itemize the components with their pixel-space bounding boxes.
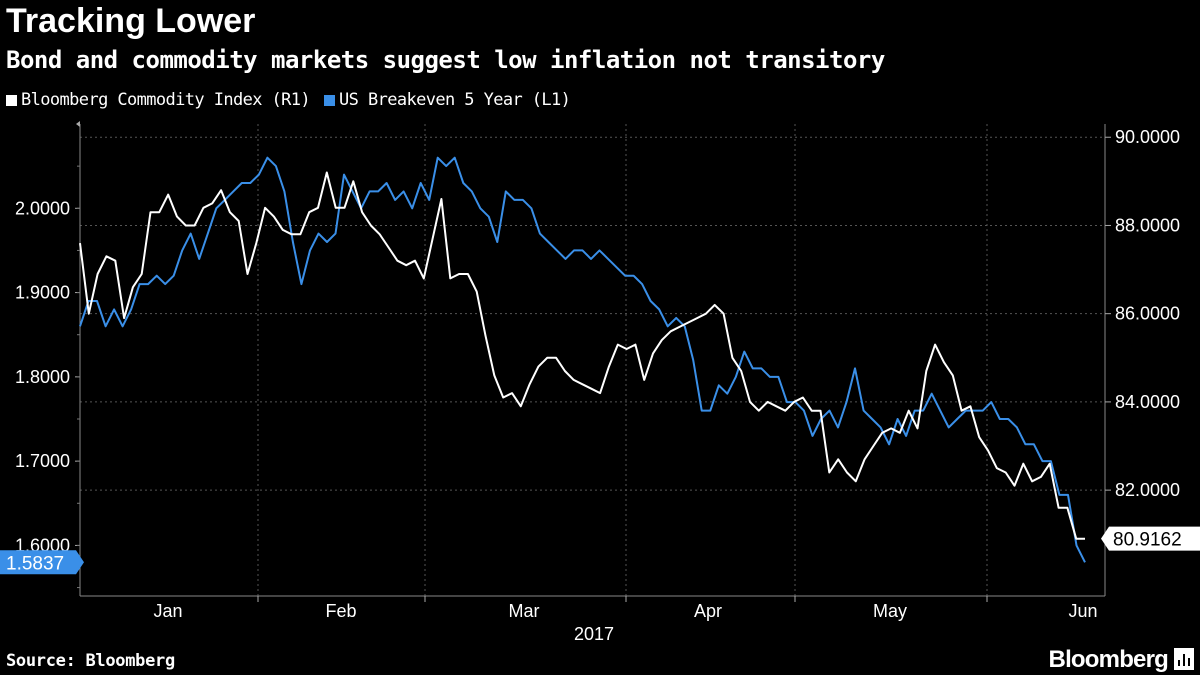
right-tick-label: 86.0000 bbox=[1115, 304, 1180, 324]
right-tick-label: 90.0000 bbox=[1115, 127, 1180, 147]
legend-item-commodity: Bloomberg Commodity Index (R1) bbox=[6, 90, 311, 110]
left-last-value-badge: 1.5837 bbox=[0, 550, 84, 575]
bloomberg-terminal-icon bbox=[1174, 648, 1194, 670]
chart-title: Tracking Lower bbox=[6, 2, 256, 40]
legend-swatch-breakeven bbox=[324, 94, 336, 106]
axes bbox=[75, 121, 1111, 602]
left-last-value-label: 1.5837 bbox=[6, 553, 64, 574]
right-tick-label: 84.0000 bbox=[1115, 392, 1180, 412]
left-axis-top-marker bbox=[76, 121, 80, 127]
legend: Bloomberg Commodity Index (R1) US Breake… bbox=[6, 90, 584, 110]
x-tick-label: Mar bbox=[509, 601, 540, 621]
right-tick-label: 82.0000 bbox=[1115, 480, 1180, 500]
left-tick-label: 1.7000 bbox=[15, 451, 70, 471]
axis-labels: 82.000084.000086.000088.000090.00001.600… bbox=[0, 127, 1200, 644]
right-last-value-label: 80.9162 bbox=[1113, 530, 1182, 551]
left-last-value-bg bbox=[0, 550, 84, 575]
x-year-label: 2017 bbox=[574, 624, 614, 644]
legend-swatch-commodity bbox=[6, 94, 17, 106]
x-tick-label: Jun bbox=[1068, 601, 1097, 621]
right-last-value-badge: 80.9162 bbox=[1101, 526, 1200, 551]
left-tick-label: 1.8000 bbox=[15, 367, 70, 387]
x-tick-label: Apr bbox=[694, 601, 722, 621]
right-last-value-bg bbox=[1101, 526, 1200, 551]
legend-label-commodity: Bloomberg Commodity Index (R1) bbox=[21, 90, 311, 110]
series-lines bbox=[79, 156, 1086, 563]
left-tick-label: 2.0000 bbox=[15, 198, 70, 218]
source-note: Source: Bloomberg bbox=[6, 651, 175, 671]
left-tick-label: 1.9000 bbox=[15, 283, 70, 303]
gridlines bbox=[80, 124, 1105, 602]
legend-item-breakeven: US Breakeven 5 Year (L1) bbox=[324, 90, 571, 110]
x-tick-label: May bbox=[873, 601, 907, 621]
commodity-line bbox=[79, 171, 1085, 540]
bloomberg-logo-text: Bloomberg bbox=[1048, 646, 1169, 673]
x-tick-label: Jan bbox=[153, 601, 182, 621]
chart-subtitle: Bond and commodity markets suggest low i… bbox=[6, 46, 885, 74]
x-tick-label: Feb bbox=[325, 601, 356, 621]
right-tick-label: 88.0000 bbox=[1115, 215, 1180, 235]
legend-label-breakeven: US Breakeven 5 Year (L1) bbox=[339, 90, 571, 110]
breakeven-line bbox=[79, 156, 1086, 563]
